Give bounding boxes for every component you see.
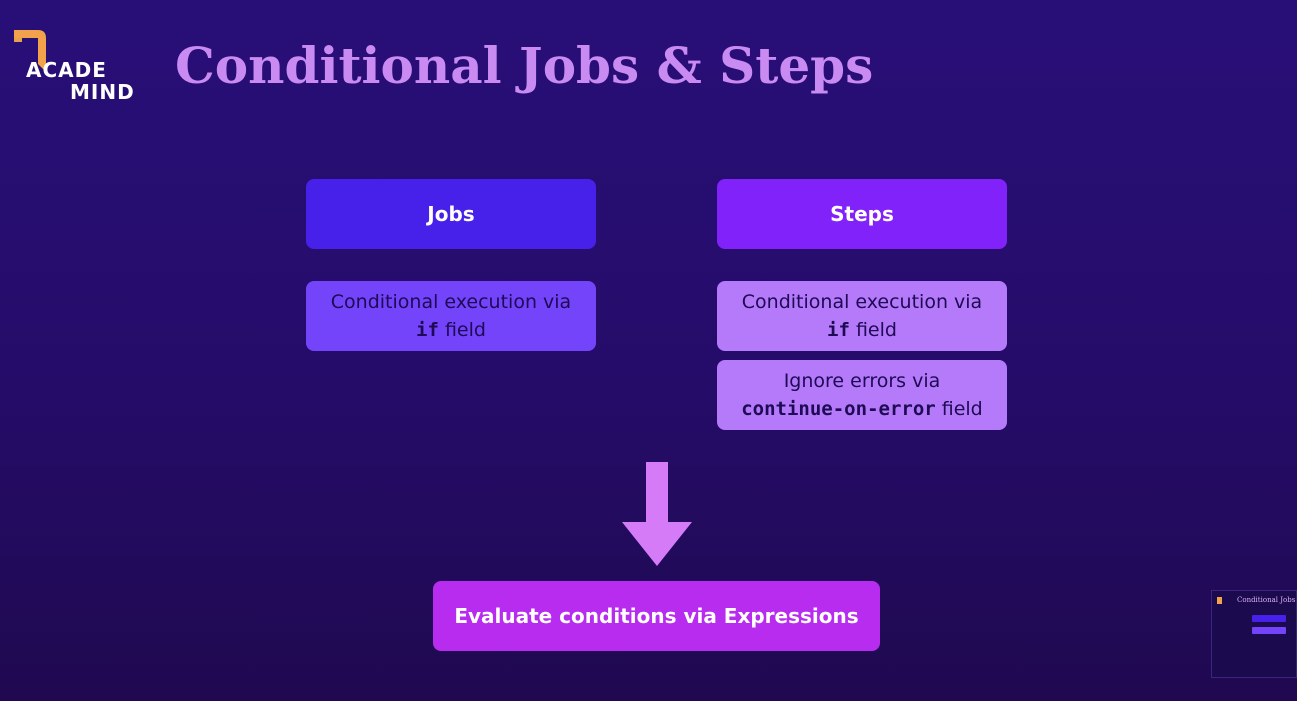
steps-if-condition-box: Conditional execution via if field bbox=[717, 281, 1007, 351]
steps-if-code: if bbox=[827, 319, 850, 341]
jobs-header-label: Jobs bbox=[427, 202, 475, 226]
slide-title: Conditional Jobs & Steps bbox=[175, 36, 874, 95]
logo-flag-icon bbox=[14, 30, 46, 72]
steps-ignore-field-text: field bbox=[935, 398, 983, 420]
down-arrow-icon bbox=[622, 462, 692, 566]
jobs-header-box: Jobs bbox=[306, 179, 596, 249]
jobs-if-code: if bbox=[416, 319, 439, 341]
steps-if-field-text: field bbox=[849, 319, 897, 341]
logo-text-line2: MIND bbox=[70, 80, 135, 104]
down-arrow-shape bbox=[622, 462, 692, 566]
jobs-if-condition-box: Conditional execution via if field bbox=[306, 281, 596, 351]
thumbnail-title: Conditional Jobs & St bbox=[1237, 596, 1296, 604]
steps-ignore-text: Ignore errors via bbox=[783, 370, 941, 392]
evaluate-expressions-label: Evaluate conditions via Expressions bbox=[454, 604, 859, 628]
thumbnail-jobs-box bbox=[1252, 615, 1286, 622]
evaluate-expressions-box: Evaluate conditions via Expressions bbox=[433, 581, 880, 651]
academind-logo: ACADE MIND bbox=[12, 28, 142, 108]
logo-text-line1: ACADE bbox=[26, 58, 107, 82]
steps-header-label: Steps bbox=[830, 202, 894, 226]
jobs-if-field-text: field bbox=[438, 319, 486, 341]
slide-thumbnail[interactable]: Conditional Jobs & St bbox=[1211, 590, 1297, 678]
jobs-if-text: Conditional execution via bbox=[330, 291, 572, 313]
steps-continue-on-error-box: Ignore errors via continue-on-error fiel… bbox=[717, 360, 1007, 430]
thumbnail-logo-icon bbox=[1217, 597, 1222, 604]
steps-header-box: Steps bbox=[717, 179, 1007, 249]
thumbnail-condition-box bbox=[1252, 627, 1286, 634]
steps-continue-on-error-code: continue-on-error bbox=[741, 398, 936, 420]
steps-if-text: Conditional execution via bbox=[741, 291, 983, 313]
